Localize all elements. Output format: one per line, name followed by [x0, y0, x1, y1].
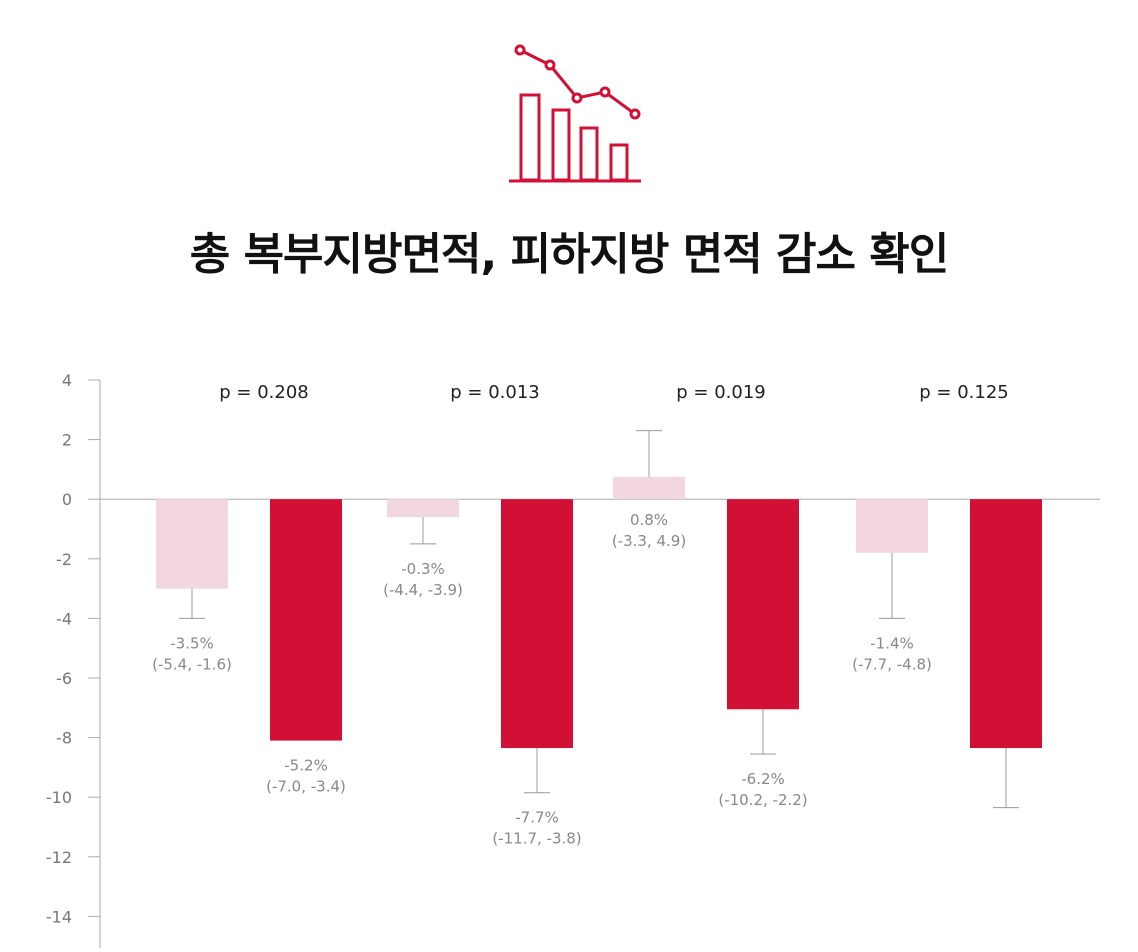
y-tick-label: -8 [56, 729, 72, 748]
bar-value-label: -7.7% [515, 809, 559, 827]
bar-value-label: -3.5% [170, 634, 214, 652]
bar-dark [270, 499, 342, 741]
bar-ci-label: (-7.7, -4.8) [852, 655, 932, 673]
y-tick-label: 2 [62, 431, 72, 450]
p-value-label: p = 0.125 [919, 382, 1008, 403]
bar-dark [970, 499, 1042, 749]
bar-chart: 4 2 0 -2 -4 -6 -8 -10 -12 -14 p = 0.208 -3.5% (-5.4,… [0, 350, 1138, 952]
bar-ci-label: (-10.2, -2.2) [718, 791, 807, 809]
chart-svg: 4 2 0 -2 -4 -6 -8 -10 -12 -14 p = 0.208 -3.5% (-5.4,… [46, 371, 1100, 948]
bar-value-label: 0.8% [630, 511, 668, 529]
y-tick-label: -2 [56, 550, 72, 569]
y-tick-label: -6 [56, 669, 72, 688]
y-tick-label: 4 [62, 371, 72, 390]
bar-ci-label: (-7.0, -3.4) [266, 778, 346, 796]
page-title: 총 복부지방면적, 피하지방 면적 감소 확인 [189, 229, 949, 280]
y-tick-label: -14 [46, 907, 72, 926]
y-tick-label: 0 [62, 490, 72, 509]
y-tick-label: -12 [46, 848, 72, 867]
y-tick-label: -10 [46, 788, 72, 807]
y-tick-label: -4 [56, 609, 72, 628]
bar-dark [727, 499, 799, 710]
bar-ci-label: (-11.7, -3.8) [492, 830, 581, 848]
bar-light [613, 476, 685, 500]
bar-value-label: -6.2% [741, 770, 785, 788]
bar-ci-label: (-3.3, 4.9) [612, 532, 686, 550]
bar-dark [501, 499, 573, 749]
p-value-label: p = 0.019 [676, 382, 765, 403]
bar-light [856, 499, 928, 553]
bar-value-label: -5.2% [284, 757, 328, 775]
bar-value-label: -0.3% [401, 560, 445, 578]
bar-light [387, 499, 459, 518]
bar-value-label: -1.4% [870, 634, 914, 652]
bar-ci-label: (-4.4, -3.9) [383, 581, 463, 599]
bar-light [156, 499, 228, 589]
chart-trend-icon [505, 40, 645, 190]
p-value-label: p = 0.208 [219, 382, 308, 403]
bar-ci-label: (-5.4, -1.6) [152, 655, 232, 673]
p-value-label: p = 0.013 [450, 382, 539, 403]
